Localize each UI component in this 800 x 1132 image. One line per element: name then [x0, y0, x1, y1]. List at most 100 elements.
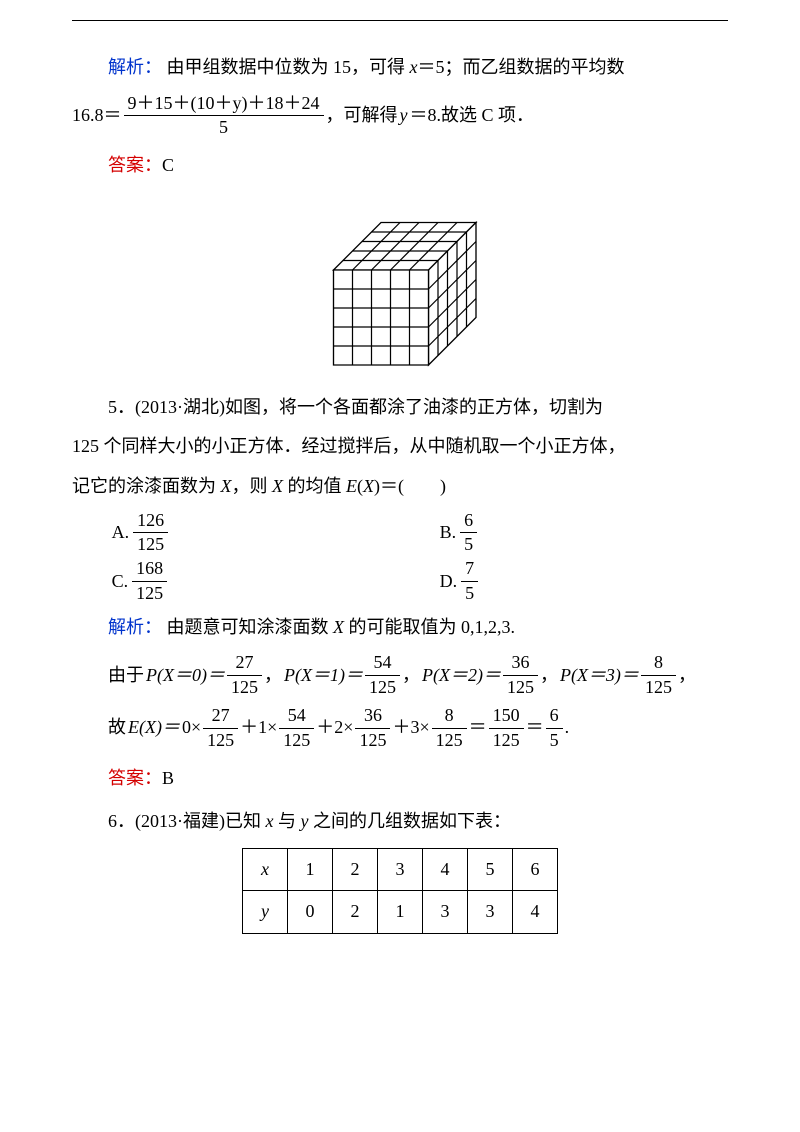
eq-frac-num: 9＋15＋(10＋y)＋18＋24 — [124, 94, 324, 114]
answer-1: 答案：C — [72, 146, 728, 186]
term1a: ＋1× — [240, 708, 277, 748]
cube-figure — [72, 194, 728, 384]
table-cell: 6 — [513, 848, 558, 891]
q6-mid: 与 — [273, 811, 300, 831]
top-rule — [72, 20, 728, 21]
table-cell: 4 — [513, 891, 558, 934]
choice-B: B. 6 5 — [400, 511, 728, 556]
choice-B-den: 5 — [460, 535, 477, 555]
table-cell: 3 — [468, 891, 513, 934]
t2d: 125 — [355, 731, 390, 751]
var-X2: X — [272, 476, 283, 496]
choice-A-frac: 126 125 — [133, 511, 168, 556]
comma: ， — [402, 656, 420, 696]
q5-l3-a: 记它的涂漆面数为 — [72, 476, 221, 496]
p2-den: 125 — [503, 678, 538, 698]
p0-lhs: P(X＝0)＝ — [146, 656, 225, 696]
choice-D-den: 5 — [461, 584, 478, 604]
p1-lhs: P(X＝1)＝ — [284, 656, 363, 696]
q5-prefix: 5．(2013·湖北)如图，将一个各面都涂了油漆的正方体，切割为 — [108, 397, 603, 417]
p2-lhs: P(X＝2)＝ — [422, 656, 501, 696]
resd: 5 — [546, 731, 563, 751]
comma: ， — [264, 656, 282, 696]
choice-C-num: 168 — [132, 559, 167, 579]
sol2-l1-b: 的可能取值为 0,1,2,3. — [344, 617, 515, 637]
choice-D: D. 7 5 — [400, 559, 728, 604]
p3-lhs: P(X＝3)＝ — [560, 656, 639, 696]
eq-sign: ＝ — [469, 708, 487, 748]
table-cell: 2 — [333, 891, 378, 934]
p0-num: 27 — [227, 653, 262, 673]
q6-prefix: 6．(2013·福建)已知 — [108, 811, 265, 831]
choice-B-frac: 6 5 — [460, 511, 477, 556]
p2-frac: 36125 — [503, 653, 538, 698]
eq-rhs-a: ，可解得 — [326, 96, 398, 136]
table-cell: 3 — [378, 848, 423, 891]
t0n: 27 — [203, 706, 238, 726]
answer-label: 答案： — [108, 155, 162, 175]
q5-l3-d: ＝( ) — [380, 476, 446, 496]
table-cell: 2 — [333, 848, 378, 891]
var-x: x — [410, 57, 418, 77]
q5-l3-b: ，则 — [232, 476, 273, 496]
table-cell: 0 — [288, 891, 333, 934]
t2n: 36 — [355, 706, 390, 726]
solution-2-line1: 解析： 由题意可知涂漆面数 X 的可能取值为 0,1,2,3. — [72, 608, 728, 648]
choice-D-num: 7 — [461, 559, 478, 579]
comma: ， — [678, 656, 696, 696]
page: 解析： 由甲组数据中位数为 15，可得 x＝5；而乙组数据的平均数 16.8＝ … — [0, 0, 800, 1132]
q6-table: x 1 2 3 4 5 6 y 0 2 1 3 3 4 — [242, 848, 558, 934]
fraction-bar — [432, 728, 467, 729]
answer-label: 答案： — [108, 768, 162, 788]
var-X: X — [221, 476, 232, 496]
solution-1-text-b: ＝5；而乙组数据的平均数 — [418, 57, 625, 77]
fraction-bar — [133, 532, 168, 533]
fraction-bar — [503, 675, 538, 676]
p0-den: 125 — [227, 678, 262, 698]
p1-frac: 54125 — [365, 653, 400, 698]
table-row-y: y 0 2 1 3 3 4 — [243, 891, 558, 934]
fraction-bar — [365, 675, 400, 676]
totn: 150 — [489, 706, 524, 726]
comma: ， — [540, 656, 558, 696]
table-hdr-x: x — [243, 848, 288, 891]
table-cell: 4 — [423, 848, 468, 891]
EX-label: E(X)＝ — [128, 708, 180, 748]
choice-D-label: D. — [440, 562, 458, 602]
fraction-bar — [279, 728, 314, 729]
term2a: ＋2× — [316, 708, 353, 748]
eq-sign2: ＝ — [526, 708, 544, 748]
sol2-l2-a: 由于 — [108, 656, 144, 696]
choice-A-den: 125 — [133, 535, 168, 555]
solution-1-text-a: 由甲组数据中位数为 15，可得 — [167, 57, 410, 77]
fraction-bar — [461, 581, 478, 582]
t1n: 54 — [279, 706, 314, 726]
q6-suffix: 之间的几组数据如下表： — [308, 811, 511, 831]
tot: 150125 — [489, 706, 524, 751]
eq-rhs-b: ＝8.故选 C 项． — [410, 96, 535, 136]
q6-line: 6．(2013·福建)已知 x 与 y 之间的几组数据如下表： — [72, 802, 728, 842]
p3-num: 8 — [641, 653, 676, 673]
choice-C-frac: 168 125 — [132, 559, 167, 604]
fraction-bar — [489, 728, 524, 729]
p3-frac: 8125 — [641, 653, 676, 698]
term3a: ＋3× — [392, 708, 429, 748]
fraction-bar — [355, 728, 390, 729]
fraction-bar — [132, 581, 167, 582]
fraction-bar — [227, 675, 262, 676]
table-cell: 3 — [423, 891, 468, 934]
t3n: 8 — [432, 706, 467, 726]
fraction-bar — [203, 728, 238, 729]
fraction-bar — [546, 728, 563, 729]
cube-svg — [305, 194, 495, 384]
answer-2: 答案：B — [72, 759, 728, 799]
resn: 6 — [546, 706, 563, 726]
q5-choices-row2: C. 168 125 D. 7 5 — [72, 559, 728, 604]
fraction-bar — [124, 115, 324, 116]
p1-num: 54 — [365, 653, 400, 673]
q5-line3: 记它的涂漆面数为 X，则 X 的均值 E(X)＝( ) — [72, 467, 728, 507]
sol2-l3-prefix: 故 — [108, 708, 126, 748]
t3: 8125 — [432, 706, 467, 751]
t2: 36125 — [355, 706, 390, 751]
eq-fraction: 9＋15＋(10＋y)＋18＋24 5 — [124, 94, 324, 139]
